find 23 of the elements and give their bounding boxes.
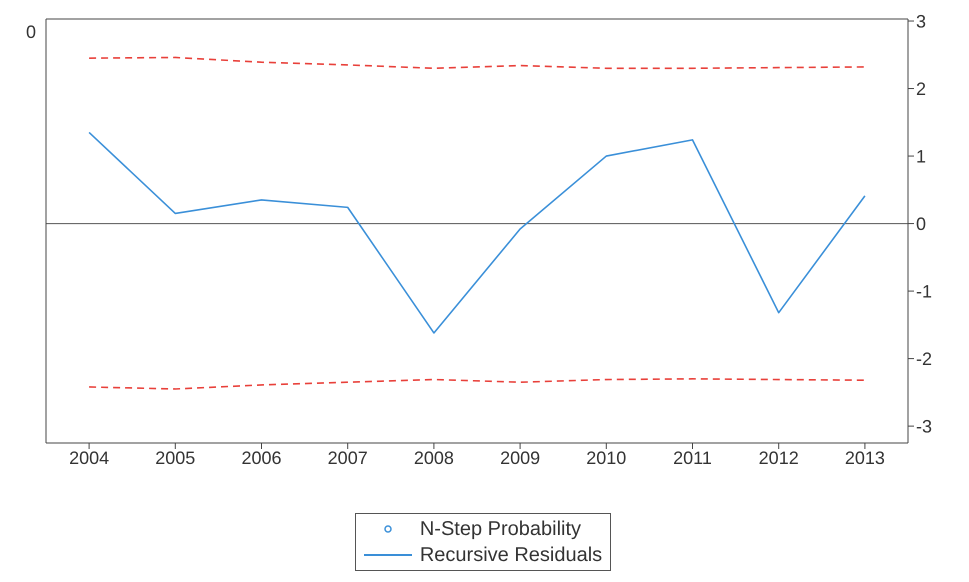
y2-tick-label: -2 [916,348,932,369]
y2-tick-label: 1 [916,146,926,166]
y2-tick-label: -1 [916,281,932,302]
legend-label: N-Step Probability [420,517,582,542]
y2-tick-label: -3 [916,416,932,437]
x-tick-label: 2005 [155,448,196,468]
x-tick-label: 2007 [328,448,368,468]
line-series [88,56,866,70]
text: 0 [26,22,36,43]
y2-tick-label: 3 [916,11,926,32]
line-series [88,132,866,334]
legend-label: Recursive Residuals [420,543,602,568]
line-series [88,378,866,390]
x-tick-label: 2013 [844,448,885,468]
x-tick-label: 2009 [500,448,540,468]
y2-tick-label: 2 [916,78,926,99]
x-tick-label: 2012 [758,448,799,468]
y2-tick-label: 0 [916,214,926,234]
x-tick-label: 2008 [414,448,454,468]
x-tick-label: 2011 [673,448,712,468]
x-tick-label: 2010 [586,448,626,468]
x-tick-label: 2004 [69,448,110,468]
x-tick-label: 2006 [241,448,282,468]
